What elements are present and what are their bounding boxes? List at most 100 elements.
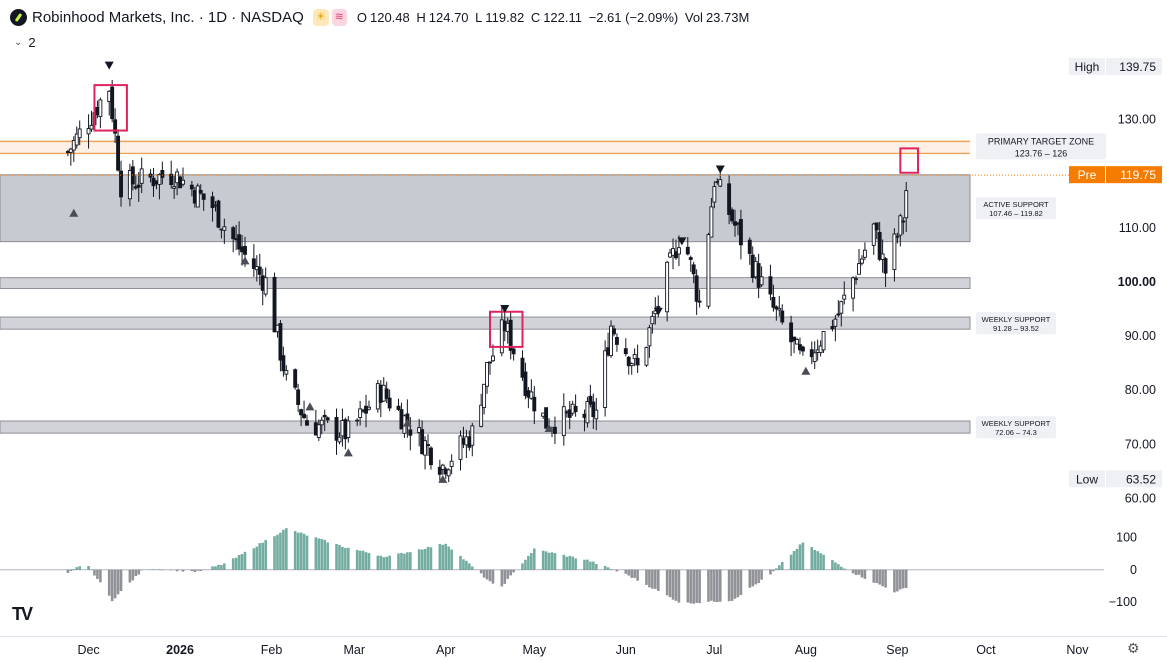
- candle-up: [86, 128, 91, 135]
- osc-bar-positive: [592, 561, 595, 570]
- osc-bar-positive: [341, 546, 344, 570]
- candle-down: [119, 170, 123, 198]
- time-tick-label: 2026: [166, 643, 194, 657]
- osc-bar-negative: [654, 569, 657, 589]
- open-value: 120.48: [369, 9, 410, 25]
- highlight-box: [489, 310, 524, 348]
- up-triangle-marker: [801, 366, 811, 375]
- candle-up: [499, 319, 504, 354]
- osc-bar-positive: [562, 554, 566, 570]
- osc-bar-negative: [748, 569, 752, 588]
- osc-bar-negative: [491, 569, 495, 584]
- osc-bar-negative: [651, 569, 654, 589]
- osc-bar-negative: [904, 569, 908, 588]
- candle-down: [272, 276, 277, 333]
- osc-bar-negative: [140, 569, 143, 571]
- candle-down: [364, 405, 368, 414]
- osc-bar-negative: [648, 569, 651, 588]
- candle-up: [632, 354, 637, 360]
- candle-up: [485, 362, 490, 387]
- candle-down: [396, 405, 401, 410]
- candle-up: [355, 419, 360, 422]
- candle-up: [904, 190, 909, 219]
- low-tag-value: 63.52: [1126, 472, 1156, 486]
- candle-up: [74, 133, 79, 146]
- candle-up: [479, 404, 484, 427]
- osc-bar-positive: [87, 566, 90, 570]
- candle-down: [553, 426, 557, 434]
- osc-bar-positive: [550, 552, 554, 570]
- candle-down: [110, 86, 115, 120]
- chevron-down-icon[interactable]: ⌄: [14, 37, 23, 48]
- candle-down: [780, 310, 785, 323]
- wave-icon[interactable]: ≋: [331, 8, 347, 26]
- osc-bar-positive: [317, 538, 321, 570]
- candle-down: [544, 407, 549, 429]
- osc-bar-positive: [586, 559, 589, 570]
- osc-bar-negative: [668, 569, 672, 598]
- candle-up: [718, 179, 723, 187]
- osc-bar-negative: [689, 569, 693, 604]
- osc-bar-positive: [565, 556, 569, 570]
- osc-bar-positive: [571, 556, 574, 570]
- osc-bar-positive: [834, 562, 837, 570]
- osc-bar-negative: [633, 569, 636, 578]
- osc-bar-negative: [760, 569, 763, 580]
- osc-bar-negative: [107, 569, 111, 596]
- osc-bar-positive: [609, 569, 613, 570]
- oscillator-tick-label: 0: [1130, 563, 1137, 577]
- sun-icon[interactable]: ☀: [312, 8, 329, 26]
- osc-bar-positive: [819, 553, 822, 570]
- osc-bar-positive: [583, 559, 586, 570]
- osc-bar-positive: [361, 550, 365, 570]
- candle-down: [384, 388, 389, 399]
- candle-up: [759, 276, 764, 286]
- osc-bar-negative: [716, 569, 719, 603]
- highlight-box: [899, 147, 920, 174]
- candle-down: [830, 326, 835, 330]
- zone-label-range: 91.28 – 93.52: [993, 324, 1039, 333]
- candle-up: [127, 170, 132, 200]
- high-label: H: [416, 9, 426, 25]
- low-tag-label-bg: [1069, 470, 1105, 488]
- osc-bar-positive: [792, 550, 796, 570]
- change-value: −2.61 (−2.09%): [588, 9, 679, 25]
- osc-bar-positive: [382, 557, 386, 570]
- candle-up: [862, 249, 867, 258]
- indicator-toggle[interactable]: ⌄ 2: [14, 35, 36, 50]
- osc-bar-positive: [606, 567, 610, 570]
- low-tag-value-bg: [1106, 470, 1162, 488]
- candle-up: [676, 247, 681, 255]
- candle-up: [561, 406, 566, 437]
- candle-down: [325, 417, 330, 421]
- up-triangle-marker: [343, 448, 353, 457]
- osc-bar-negative: [128, 569, 132, 583]
- osc-bar-negative: [503, 569, 507, 584]
- osc-bar-positive: [400, 552, 403, 570]
- osc-bar-negative: [627, 569, 631, 576]
- candle-down: [237, 234, 242, 250]
- candle-down: [387, 397, 392, 409]
- oscillator-bars: [66, 528, 908, 604]
- candle-down: [116, 135, 121, 171]
- osc-bar-positive: [444, 543, 448, 570]
- osc-bar-negative: [671, 569, 675, 600]
- osc-bar-positive: [447, 546, 450, 570]
- osc-bar-positive: [822, 554, 825, 570]
- symbol-title[interactable]: Robinhood Markets, Inc. · 1D · NASDAQ: [32, 8, 304, 26]
- osc-bar-negative: [875, 569, 879, 584]
- osc-bar-positive: [420, 549, 424, 570]
- osc-bar-negative: [99, 569, 102, 583]
- osc-bar-negative: [851, 569, 855, 574]
- indicator-count: 2: [28, 35, 36, 50]
- price-tick-label: 80.00: [1125, 383, 1156, 397]
- osc-bar-negative: [872, 569, 876, 583]
- osc-bar-positive: [441, 544, 445, 570]
- price-tick-label: 100.00: [1118, 275, 1156, 289]
- candle-up: [358, 408, 363, 418]
- candle-up: [709, 206, 714, 238]
- candle-down: [523, 371, 528, 396]
- gear-icon[interactable]: ⚙: [1127, 640, 1140, 656]
- osc-bar-negative: [730, 569, 734, 601]
